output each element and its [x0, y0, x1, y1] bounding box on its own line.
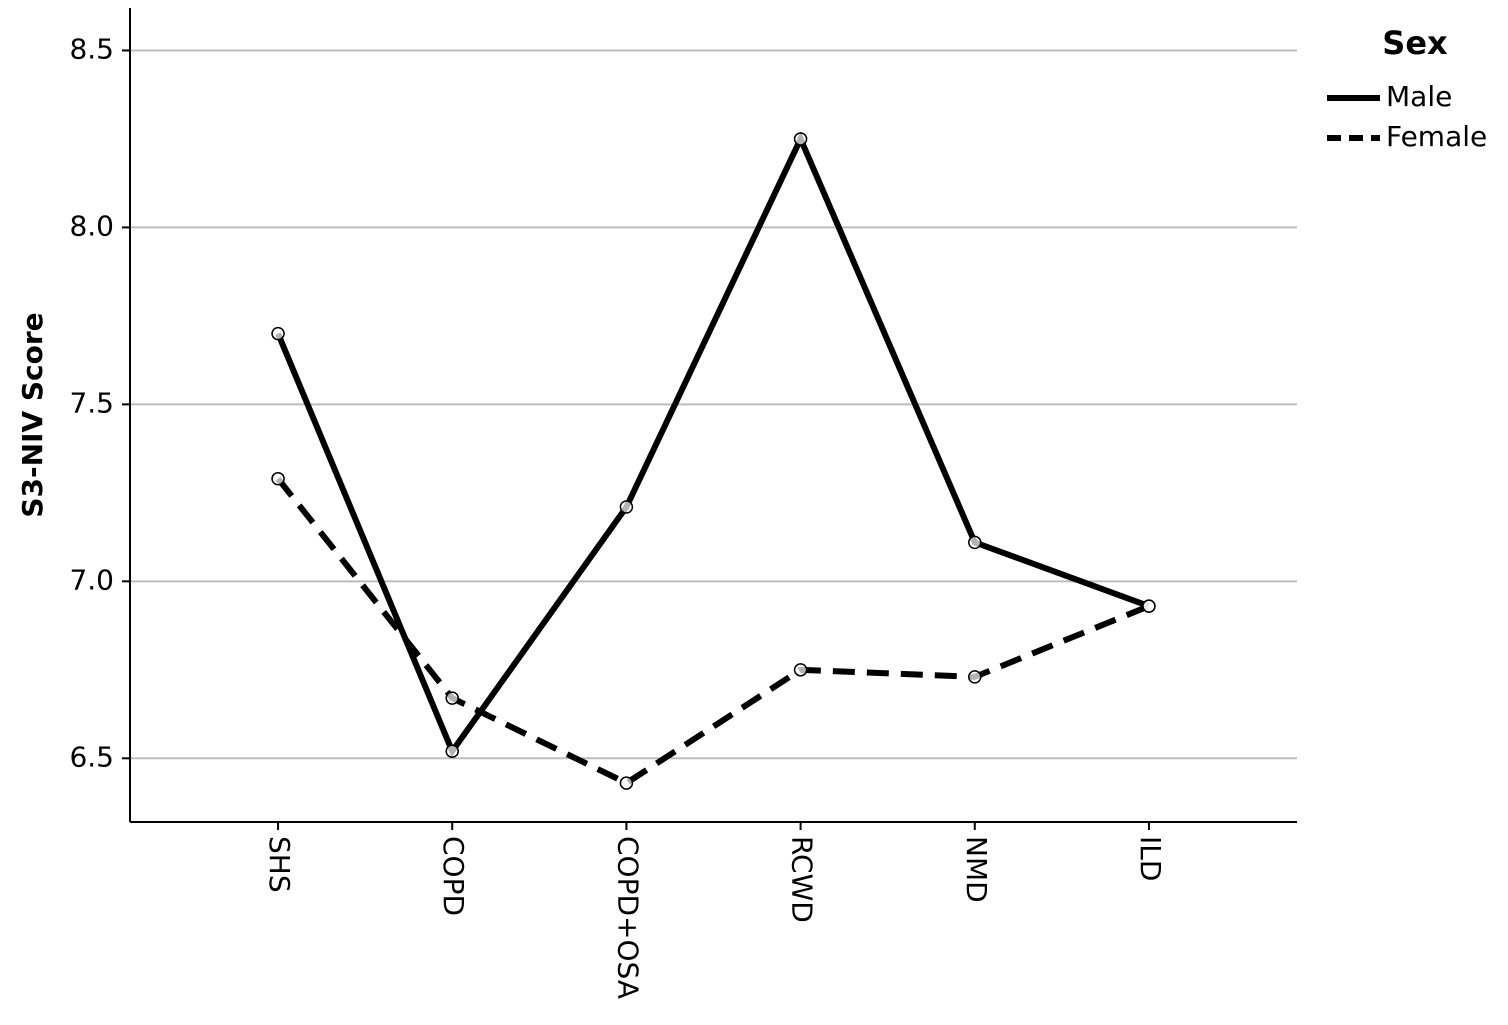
x-tick-label: NMD [960, 836, 993, 903]
point [793, 663, 808, 677]
point [968, 535, 982, 550]
legend-title: Sex [1382, 24, 1448, 62]
x-tick-label: ILD [1134, 836, 1167, 881]
point [271, 326, 285, 341]
point [271, 471, 285, 486]
point [968, 670, 982, 684]
legend-label: Female [1386, 120, 1487, 153]
point [1142, 599, 1156, 613]
y-tick-label: 8.5 [69, 32, 114, 65]
point [445, 691, 459, 705]
x-tick-label: SHS [263, 836, 296, 893]
legend-label: Male [1386, 80, 1452, 113]
x-tick-label: COPD [437, 836, 470, 916]
point [619, 500, 634, 514]
x-tick-label: RCWD [786, 836, 819, 923]
y-tick-label: 8.0 [69, 209, 114, 242]
y-tick-label: 6.5 [69, 740, 114, 773]
point [619, 776, 634, 790]
y-axis-label: S3-NIV Score [16, 312, 49, 517]
y-tick-label: 7.0 [69, 563, 114, 596]
point [793, 132, 808, 146]
series-line [275, 131, 1150, 758]
series-line [275, 476, 1151, 787]
y-tick-label: 7.5 [69, 386, 114, 419]
point [445, 744, 459, 758]
x-tick-label: COPD+OSA [611, 836, 644, 999]
